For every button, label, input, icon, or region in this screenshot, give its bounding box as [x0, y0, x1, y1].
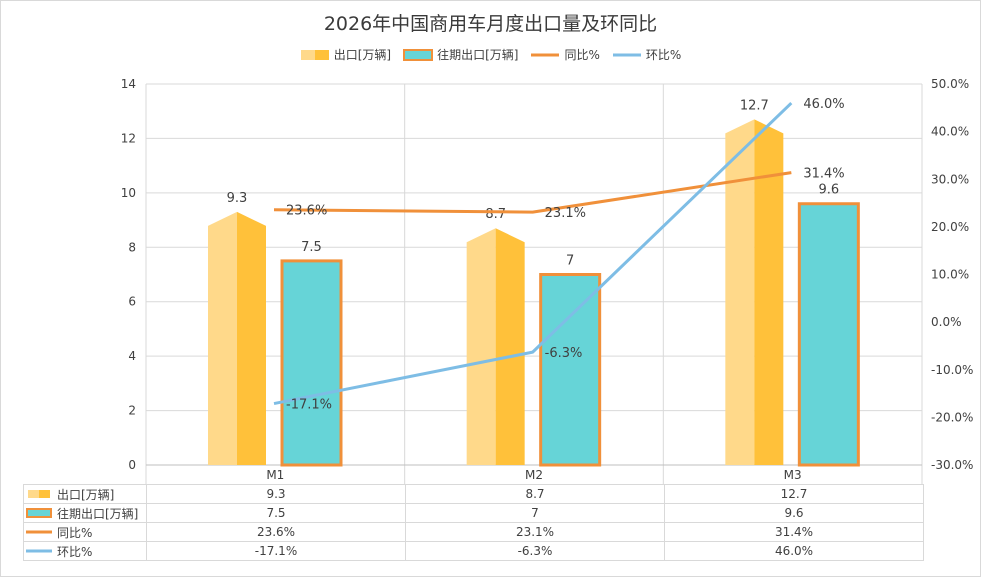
line-yoy-label: 31.4%	[803, 167, 844, 182]
table-cell: 8.7	[405, 484, 665, 504]
y-left-tick-label: 10	[121, 186, 136, 200]
table-row-prior: 往期出口[万辆] 7.5 7 9.6	[23, 503, 924, 523]
y-right-tick-label: 40.0%	[931, 125, 969, 139]
data-table: 出口[万辆] 9.3 8.7 12.7 往期出口[万辆] 7.5 7 9.6 同…	[23, 484, 924, 561]
y-left-tick-label: 8	[128, 240, 136, 254]
bar-export-left	[466, 228, 496, 465]
table-cell: -6.3%	[405, 541, 665, 561]
y-left-tick-label: 14	[121, 77, 136, 91]
bar-prior-label: 7.5	[301, 240, 322, 255]
table-cell: 9.3	[146, 484, 406, 504]
bar-export-label: 9.3	[227, 191, 248, 206]
legend-swatch-prior	[403, 48, 434, 61]
legend: 出口[万辆] 往期出口[万辆] 同比% 环比%	[0, 46, 981, 63]
y-left-tick-label: 4	[128, 349, 136, 363]
legend-item-yoy: 同比%	[530, 46, 600, 63]
y-right-tick-label: 0.0%	[931, 315, 962, 329]
y-right-tick-label: 20.0%	[931, 220, 969, 234]
legend-item-prior: 往期出口[万辆]	[403, 46, 518, 63]
legend-swatch-mom	[612, 53, 641, 56]
line-mom-label: -17.1%	[286, 398, 332, 413]
y-left-tick-label: 0	[128, 458, 136, 472]
bar-export-right	[237, 211, 266, 465]
table-cell: -17.1%	[146, 541, 406, 561]
table-cell: 46.0%	[664, 541, 924, 561]
x-tick-label: M2	[525, 468, 543, 482]
table-cell: 7.5	[146, 503, 406, 523]
table-label-yoy: 同比%	[57, 525, 93, 540]
y-left-tick-label: 2	[128, 404, 136, 418]
table-rowhead-yoy: 同比%	[23, 522, 147, 542]
y-left-tick-label: 6	[128, 295, 136, 309]
table-row-mom: 环比% -17.1% -6.3% 46.0%	[23, 541, 924, 561]
table-cell: 12.7	[664, 484, 924, 504]
line-mom-label: -6.3%	[545, 346, 583, 361]
bar-prior-label: 9.6	[818, 183, 839, 198]
bar-export-label: 12.7	[740, 98, 769, 113]
table-row-yoy: 同比% 23.6% 23.1% 31.4%	[23, 522, 924, 542]
bar-export-right	[495, 228, 525, 465]
legend-swatch-export	[300, 49, 329, 60]
legend-label-yoy: 同比%	[564, 48, 600, 62]
table-rowhead-mom: 环比%	[23, 541, 147, 561]
y-right-tick-label: 10.0%	[931, 268, 969, 282]
y-right-tick-label: 30.0%	[931, 172, 969, 186]
table-row-export: 出口[万辆] 9.3 8.7 12.7	[23, 484, 924, 504]
legend-item-mom: 环比%	[612, 46, 681, 63]
bar-export-label: 8.7	[485, 207, 506, 222]
legend-label-prior: 往期出口[万辆]	[437, 48, 519, 62]
bar-prior	[539, 273, 602, 467]
chart-title: 2026年中国商用车月度出口量及环同比	[323, 13, 658, 35]
line-yoy-label: 23.1%	[545, 206, 586, 221]
y-right-tick-label: -10.0%	[931, 363, 973, 377]
legend-label-mom: 环比%	[645, 48, 682, 62]
line-mom-label: 46.0%	[803, 97, 844, 112]
table-swatch-yoy	[26, 530, 52, 534]
legend-swatch-yoy	[531, 53, 560, 56]
table-swatch-mom	[26, 549, 52, 553]
table-rowhead-prior: 往期出口[万辆]	[23, 503, 147, 523]
bar-export-right	[754, 119, 784, 465]
bar-prior	[797, 202, 860, 467]
y-right-tick-label: 50.0%	[931, 77, 969, 91]
table-cell: 9.6	[664, 503, 924, 523]
y-right-tick-label: -30.0%	[931, 458, 973, 472]
line-mom	[273, 101, 793, 406]
line-yoy-label: 23.6%	[286, 204, 327, 219]
bar-export-left	[208, 211, 237, 465]
table-label-mom: 环比%	[57, 544, 93, 559]
bar-export-left	[725, 119, 755, 465]
bar-prior-label: 7	[566, 254, 574, 269]
table-label-prior: 往期出口[万辆]	[57, 506, 139, 521]
table-rowhead-export: 出口[万辆]	[23, 484, 147, 504]
table-swatch-export	[28, 490, 50, 498]
y-left-tick-label: 12	[121, 131, 136, 145]
table-cell: 23.6%	[146, 522, 406, 542]
legend-label-export: 出口[万辆]	[333, 48, 392, 62]
chart-plot: 0 2 4 6 8 10 12 14 -30.0% -20.0% -10.0% 0.0% 10.0% 20…	[121, 77, 973, 484]
bar-prior	[280, 259, 343, 467]
legend-item-export: 出口[万辆]	[300, 46, 391, 63]
y-right-tick-label: -20.0%	[931, 410, 973, 424]
x-tick-label: M3	[784, 468, 802, 482]
table-label-export: 出口[万辆]	[57, 487, 115, 502]
table-cell: 31.4%	[664, 522, 924, 542]
table-swatch-prior	[26, 508, 52, 518]
table-cell: 7	[405, 503, 665, 523]
x-tick-label: M1	[266, 468, 284, 482]
table-cell: 23.1%	[405, 522, 665, 542]
